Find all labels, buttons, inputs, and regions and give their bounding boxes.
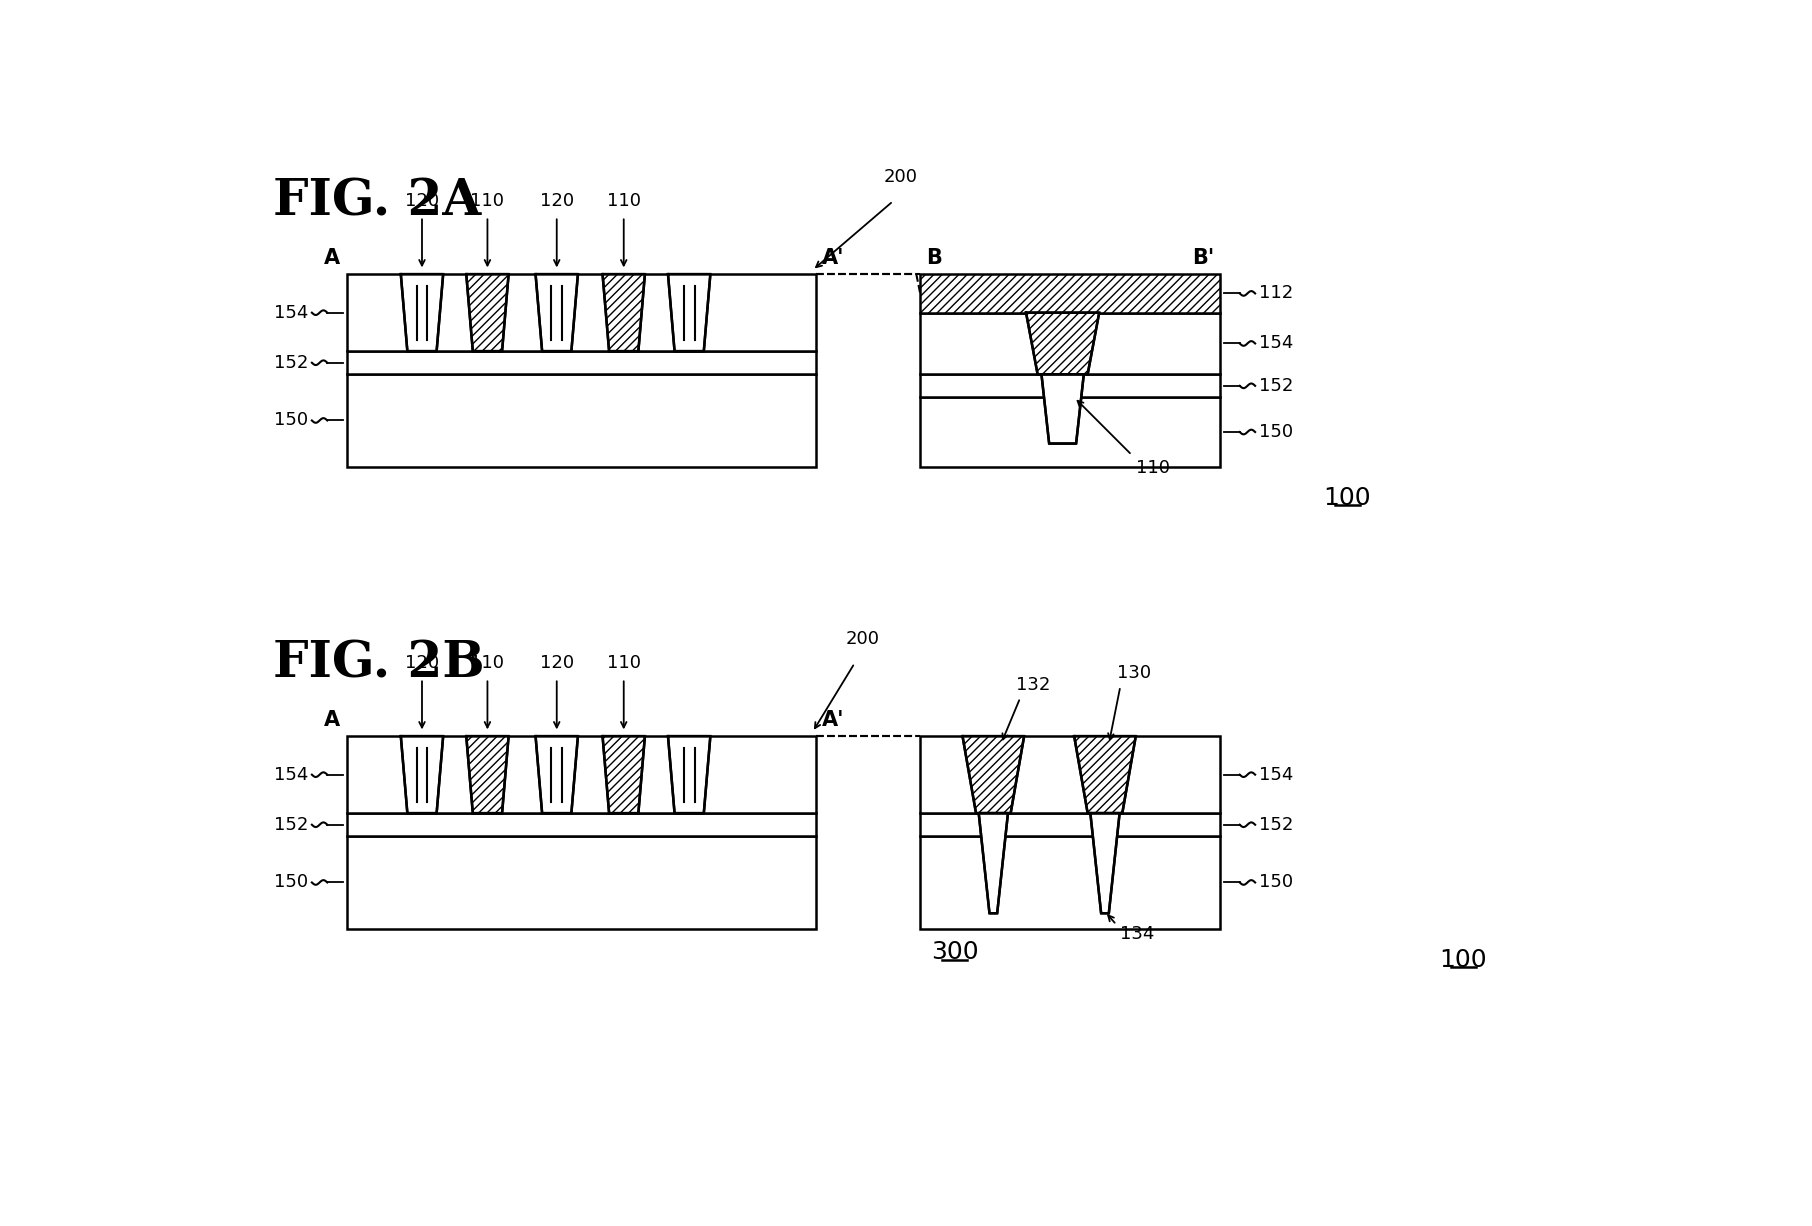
Polygon shape — [1026, 313, 1100, 374]
Bar — [346, 736, 815, 813]
Text: 110: 110 — [607, 192, 641, 211]
Text: 120: 120 — [540, 192, 574, 211]
Text: 154: 154 — [274, 304, 308, 321]
Polygon shape — [669, 736, 710, 813]
Text: 134: 134 — [1120, 924, 1154, 943]
Bar — [346, 275, 815, 351]
Text: 132: 132 — [1017, 676, 1051, 694]
Polygon shape — [1042, 374, 1084, 444]
Text: B: B — [926, 248, 942, 268]
Polygon shape — [466, 275, 509, 351]
Text: 200: 200 — [884, 168, 919, 185]
Text: FIG. 2B: FIG. 2B — [274, 640, 486, 689]
Text: 154: 154 — [1259, 766, 1294, 783]
Text: 112: 112 — [1259, 284, 1294, 303]
Bar — [346, 813, 815, 836]
Text: 152: 152 — [274, 354, 308, 371]
Text: 150: 150 — [274, 873, 308, 891]
Bar — [346, 351, 815, 374]
Bar — [920, 397, 1221, 467]
Text: 110: 110 — [607, 655, 641, 672]
Text: 154: 154 — [274, 766, 308, 783]
Bar — [920, 313, 1221, 374]
Text: 130: 130 — [1116, 664, 1151, 683]
Text: 154: 154 — [1259, 335, 1294, 352]
Polygon shape — [536, 736, 578, 813]
Polygon shape — [1091, 813, 1120, 913]
Text: A': A' — [823, 710, 844, 729]
Bar — [920, 813, 1221, 836]
Text: A: A — [324, 248, 341, 268]
Text: FIG. 2A: FIG. 2A — [274, 178, 482, 227]
Polygon shape — [1075, 736, 1136, 813]
Text: 152: 152 — [274, 815, 308, 834]
Text: 110: 110 — [471, 192, 504, 211]
Text: 150: 150 — [1259, 423, 1294, 441]
Polygon shape — [400, 736, 444, 813]
Polygon shape — [536, 275, 578, 351]
Bar — [346, 836, 815, 928]
Bar — [920, 374, 1221, 397]
Text: 150: 150 — [274, 412, 308, 429]
Polygon shape — [603, 275, 645, 351]
Text: 300: 300 — [931, 940, 978, 964]
Text: 200: 200 — [846, 630, 879, 647]
Text: 120: 120 — [540, 655, 574, 672]
Polygon shape — [962, 736, 1024, 813]
Text: B': B' — [1192, 248, 1214, 268]
Polygon shape — [669, 275, 710, 351]
Text: 110: 110 — [1136, 459, 1171, 477]
Polygon shape — [466, 736, 509, 813]
Text: 100: 100 — [1325, 485, 1372, 510]
Bar — [920, 275, 1221, 313]
Bar — [920, 836, 1221, 928]
Polygon shape — [978, 813, 1007, 913]
Text: A': A' — [823, 248, 844, 268]
Text: 120: 120 — [404, 192, 439, 211]
Text: A: A — [324, 710, 341, 729]
Text: 100: 100 — [1439, 948, 1488, 972]
Text: 120: 120 — [404, 655, 439, 672]
Polygon shape — [603, 736, 645, 813]
Text: 110: 110 — [471, 655, 504, 672]
Polygon shape — [400, 275, 444, 351]
Bar — [920, 736, 1221, 813]
Text: 152: 152 — [1259, 376, 1294, 395]
Bar — [346, 374, 815, 467]
Text: 152: 152 — [1259, 815, 1294, 834]
Text: 150: 150 — [1259, 873, 1294, 891]
